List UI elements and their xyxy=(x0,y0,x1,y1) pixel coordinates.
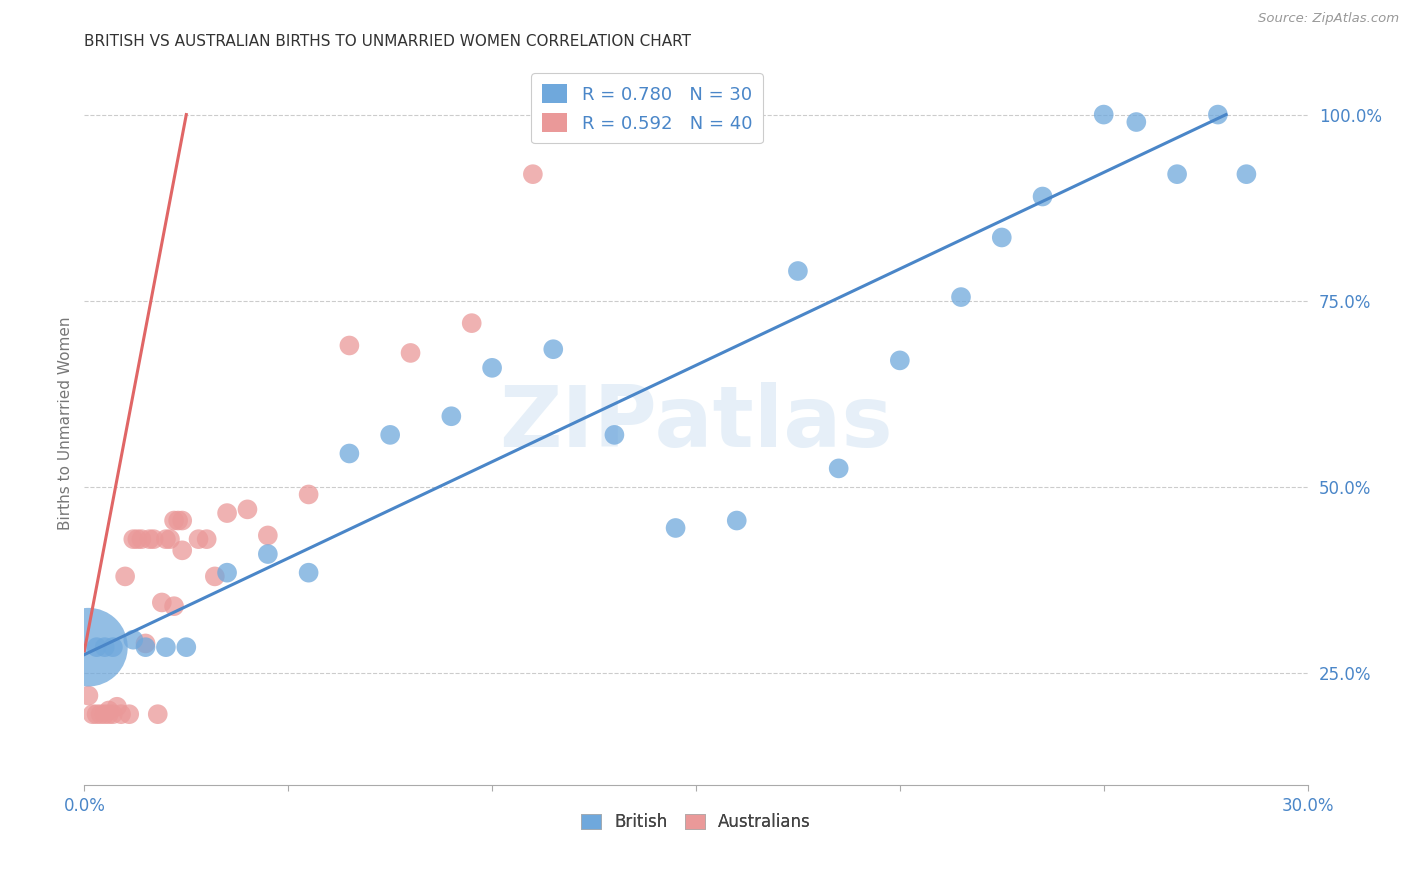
Point xyxy=(440,409,463,424)
Point xyxy=(889,353,911,368)
Legend: British, Australians: British, Australians xyxy=(575,806,817,838)
Y-axis label: Births to Unmarried Women: Births to Unmarried Women xyxy=(58,317,73,531)
Point xyxy=(481,360,503,375)
Point xyxy=(122,632,145,647)
Point xyxy=(298,487,321,501)
Point xyxy=(1032,189,1054,203)
Point xyxy=(339,338,361,352)
Point xyxy=(172,514,194,528)
Point xyxy=(135,636,157,650)
Point xyxy=(114,569,136,583)
Point xyxy=(217,566,239,580)
Point xyxy=(195,532,218,546)
Point xyxy=(150,595,173,609)
Point xyxy=(138,532,160,546)
Point xyxy=(131,532,153,546)
Point xyxy=(257,528,280,542)
Point xyxy=(82,707,104,722)
Point xyxy=(603,107,626,121)
Point xyxy=(101,640,124,655)
Point xyxy=(339,446,361,460)
Text: Source: ZipAtlas.com: Source: ZipAtlas.com xyxy=(1258,12,1399,25)
Point xyxy=(90,707,112,722)
Point xyxy=(142,532,165,546)
Text: BRITISH VS AUSTRALIAN BIRTHS TO UNMARRIED WOMEN CORRELATION CHART: BRITISH VS AUSTRALIAN BIRTHS TO UNMARRIE… xyxy=(84,34,692,49)
Point xyxy=(93,640,115,655)
Point xyxy=(163,514,186,528)
Point xyxy=(86,707,108,722)
Point xyxy=(1125,115,1147,129)
Point xyxy=(135,640,157,655)
Point xyxy=(298,566,321,580)
Point xyxy=(97,703,120,717)
Point xyxy=(828,461,851,475)
Point xyxy=(257,547,280,561)
Point xyxy=(991,230,1014,244)
Point xyxy=(155,532,177,546)
Point xyxy=(725,514,748,528)
Point xyxy=(167,514,190,528)
Point xyxy=(101,707,124,722)
Point xyxy=(122,532,145,546)
Point xyxy=(163,599,186,614)
Point xyxy=(1092,107,1115,121)
Point xyxy=(97,707,120,722)
Point xyxy=(665,521,688,535)
Point xyxy=(155,640,177,655)
Point xyxy=(522,167,544,181)
Point xyxy=(236,502,259,516)
Point xyxy=(127,532,149,546)
Text: ZIPatlas: ZIPatlas xyxy=(499,382,893,466)
Point xyxy=(1166,167,1188,181)
Point xyxy=(461,316,484,330)
Point xyxy=(118,707,141,722)
Point xyxy=(603,428,626,442)
Point xyxy=(105,699,128,714)
Point xyxy=(399,346,422,360)
Point xyxy=(204,569,226,583)
Point xyxy=(787,264,810,278)
Point xyxy=(110,707,132,722)
Point xyxy=(543,342,565,356)
Point xyxy=(172,543,194,558)
Point xyxy=(950,290,973,304)
Point xyxy=(146,707,169,722)
Point xyxy=(217,506,239,520)
Point xyxy=(93,707,115,722)
Point xyxy=(1206,107,1229,121)
Point xyxy=(685,107,707,121)
Point xyxy=(174,640,197,655)
Point xyxy=(187,532,209,546)
Point xyxy=(1236,167,1258,181)
Point xyxy=(380,428,402,442)
Point xyxy=(86,640,108,655)
Point xyxy=(77,640,100,655)
Point xyxy=(77,689,100,703)
Point xyxy=(159,532,181,546)
